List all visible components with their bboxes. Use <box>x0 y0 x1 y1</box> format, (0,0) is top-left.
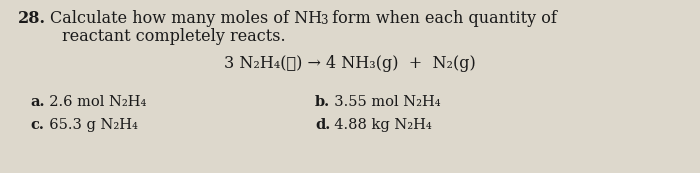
Text: Calculate how many moles of NH: Calculate how many moles of NH <box>50 10 322 27</box>
Text: form when each quantity of: form when each quantity of <box>327 10 557 27</box>
Text: b.: b. <box>315 95 330 109</box>
Text: 3: 3 <box>320 14 328 27</box>
Text: 3.55 mol N₂H₄: 3.55 mol N₂H₄ <box>325 95 440 109</box>
Text: 2.6 mol N₂H₄: 2.6 mol N₂H₄ <box>40 95 146 109</box>
Text: 28.: 28. <box>18 10 46 27</box>
Text: 65.3 g N₂H₄: 65.3 g N₂H₄ <box>40 118 138 132</box>
Text: c.: c. <box>30 118 44 132</box>
Text: 3 N₂H₄(ℓ) → 4 NH₃(g)  +  N₂(g): 3 N₂H₄(ℓ) → 4 NH₃(g) + N₂(g) <box>224 55 476 72</box>
Text: reactant completely reacts.: reactant completely reacts. <box>62 28 286 45</box>
Text: a.: a. <box>30 95 45 109</box>
Text: d.: d. <box>315 118 330 132</box>
Text: 4.88 kg N₂H₄: 4.88 kg N₂H₄ <box>325 118 432 132</box>
